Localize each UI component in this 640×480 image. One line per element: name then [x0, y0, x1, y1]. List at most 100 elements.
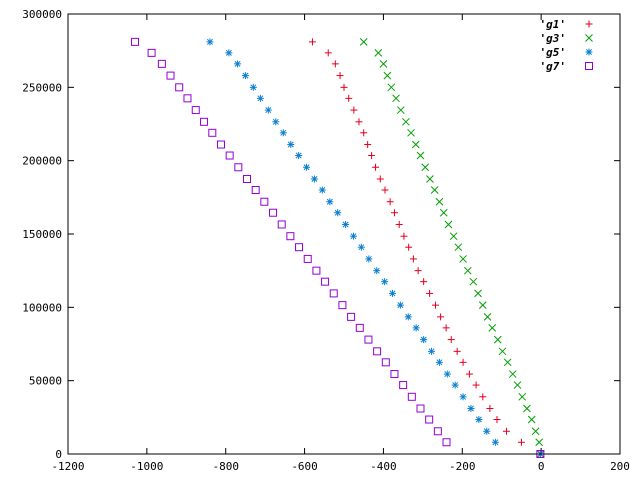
- data-point: [479, 393, 487, 401]
- data-point: [531, 427, 540, 436]
- data-point: [459, 358, 467, 366]
- data-point: [421, 163, 430, 172]
- data-point: [428, 347, 436, 355]
- data-point: [183, 94, 192, 103]
- data-point: [331, 60, 339, 68]
- series-4: [131, 37, 545, 458]
- data-point: [402, 117, 410, 126]
- data-point: [166, 71, 175, 80]
- legend-label: 'g3': [540, 32, 567, 45]
- data-point: [345, 94, 353, 102]
- x-tick-label: -800: [212, 460, 239, 473]
- data-point: [467, 405, 475, 413]
- data-point: [379, 60, 388, 68]
- data-point: [157, 59, 166, 68]
- data-point: [498, 347, 507, 356]
- data-point: [374, 49, 383, 57]
- data-point: [459, 255, 467, 263]
- data-point: [340, 83, 348, 91]
- data-point: [256, 94, 264, 102]
- data-point: [430, 186, 439, 194]
- y-tick-label: 50000: [29, 375, 62, 388]
- data-point: [360, 129, 368, 137]
- data-point: [355, 118, 363, 126]
- data-point: [465, 370, 473, 378]
- data-point: [277, 220, 286, 229]
- data-point: [269, 208, 278, 217]
- data-point: [387, 83, 396, 92]
- data-point: [472, 381, 480, 389]
- data-point: [338, 301, 347, 310]
- y-tick-label: 200000: [22, 155, 62, 168]
- data-point: [444, 220, 453, 229]
- data-point: [523, 404, 531, 413]
- data-point: [321, 277, 330, 286]
- axis-ticks: -1200 -1000 -800 -600 -400 -200 0 200 0 50000 1000…: [22, 8, 630, 473]
- data-point: [208, 128, 217, 137]
- data-point: [295, 152, 303, 160]
- data-point: [478, 301, 487, 309]
- data-point: [405, 243, 413, 251]
- legend-marker: [585, 48, 593, 56]
- data-point: [329, 289, 338, 298]
- data-point: [249, 83, 257, 91]
- data-point: [412, 324, 420, 332]
- data-point: [175, 83, 184, 92]
- x-tick-label: 200: [610, 460, 630, 473]
- legend-marker: [585, 34, 593, 42]
- data-point: [433, 427, 442, 436]
- data-point: [342, 220, 350, 228]
- data-point: [474, 289, 482, 298]
- data-point: [392, 94, 400, 103]
- data-point: [426, 175, 434, 183]
- data-point: [439, 208, 448, 217]
- data-point: [400, 232, 408, 240]
- data-point: [483, 427, 491, 435]
- legend-label: 'g1': [540, 18, 567, 31]
- y-tick-label: 250000: [22, 81, 62, 94]
- data-point: [396, 106, 405, 114]
- x-tick-label: -400: [370, 460, 397, 473]
- data-point: [303, 163, 311, 171]
- series-2: [359, 38, 545, 458]
- data-point: [409, 255, 417, 263]
- data-point: [399, 381, 408, 390]
- data-point: [488, 324, 497, 332]
- data-point: [318, 186, 326, 194]
- data-point: [453, 347, 461, 355]
- data-point: [225, 151, 234, 160]
- data-point: [349, 232, 357, 240]
- data-point: [475, 416, 483, 424]
- data-point: [390, 209, 398, 217]
- data-point: [350, 106, 358, 114]
- data-point: [388, 289, 396, 297]
- data-point: [381, 358, 390, 367]
- data-point: [295, 243, 304, 252]
- data-point: [243, 175, 252, 183]
- data-point: [147, 48, 156, 57]
- data-point: [131, 37, 140, 46]
- data-point: [407, 128, 415, 137]
- data-point: [308, 38, 316, 46]
- data-point: [414, 267, 422, 275]
- data-point: [395, 220, 403, 228]
- data-points: [131, 37, 545, 458]
- x-tick-label: 0: [538, 460, 545, 473]
- data-point: [241, 72, 249, 80]
- data-point: [373, 267, 381, 275]
- data-point: [216, 140, 225, 149]
- data-point: [206, 38, 214, 46]
- data-point: [287, 141, 295, 149]
- data-point: [404, 313, 412, 321]
- data-point: [272, 118, 280, 126]
- data-point: [517, 438, 525, 446]
- y-tick-label: 100000: [22, 301, 62, 314]
- legend: 'g1''g3''g5''g7': [540, 18, 593, 73]
- data-point: [386, 198, 394, 206]
- data-point: [383, 71, 392, 80]
- data-point: [502, 427, 510, 435]
- data-point: [486, 405, 494, 413]
- data-point: [364, 141, 372, 149]
- data-point: [365, 255, 373, 263]
